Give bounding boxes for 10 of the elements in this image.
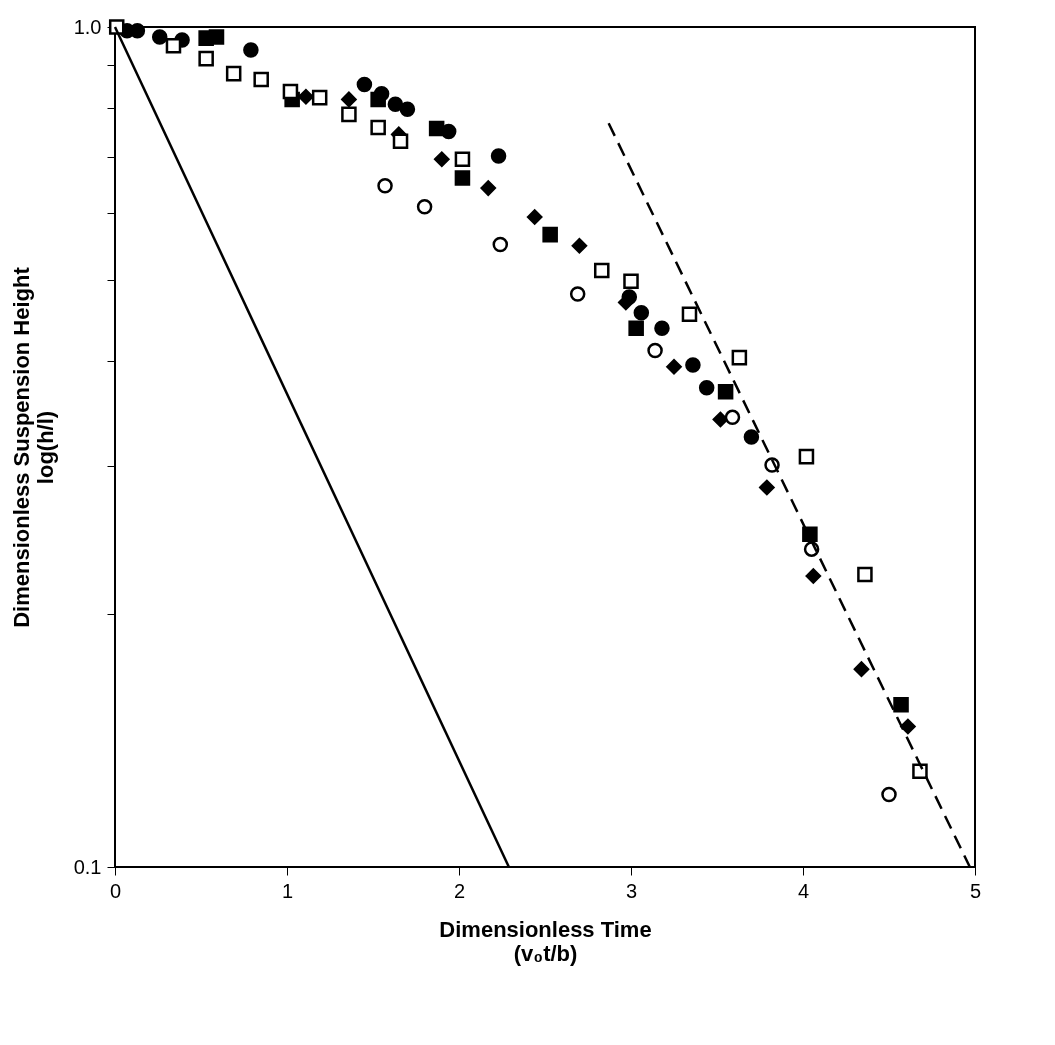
y-tick-label: 1.0 — [73, 15, 102, 38]
x-tick-label: 1 — [281, 879, 294, 902]
x-axis-title: Dimensionless Time (v₀t/b) — [439, 916, 652, 966]
x-tick-label: 4 — [797, 879, 810, 902]
x-tick-label: 5 — [969, 879, 982, 902]
y-axis-title: Dimensionless Suspension Height log(h/l) — [8, 266, 58, 628]
y-tick-label: 0.1 — [73, 855, 102, 878]
x-tick-label: 2 — [453, 879, 466, 902]
x-tick-label: 0 — [109, 879, 122, 902]
x-tick-label: 3 — [625, 879, 638, 902]
